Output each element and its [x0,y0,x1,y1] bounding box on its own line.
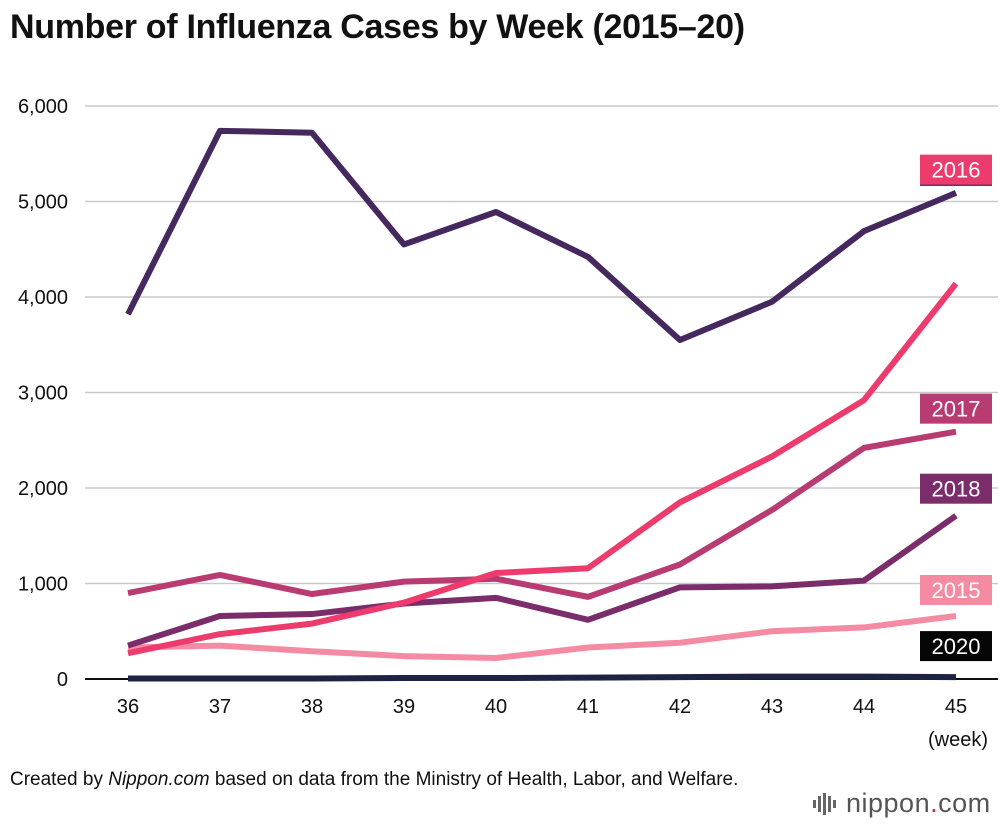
x-tick-label: 40 [485,696,507,718]
nippon-logo: nippon.com [812,788,991,819]
x-tick-label: 43 [761,696,783,718]
x-tick-label: 36 [117,696,139,718]
series-line-2017 [127,428,957,600]
svg-text:2020: 2020 [932,634,981,659]
y-tick-labels: 0 1,000 2,000 3,000 4,000 5,000 6,000 [18,96,68,691]
x-tick-label: 45 [945,696,967,718]
x-tick-label: 38 [301,696,323,718]
svg-text:2017: 2017 [932,397,981,422]
series-label-2018: 2018 [920,473,992,504]
svg-text:2015: 2015 [932,578,981,603]
chart-title: Number of Influenza Cases by Week (2015–… [10,8,745,46]
y-tick-label: 6,000 [18,96,68,118]
logo-wordmark: nippon.com [846,788,991,818]
series-label-2016: 2016 [920,154,992,185]
series-line-2015 [127,612,957,661]
y-tick-label: 1,000 [18,574,68,596]
y-tick-label: 4,000 [18,287,68,309]
x-tick-label: 41 [577,696,599,718]
x-tick-labels: 36 37 38 39 40 41 42 43 44 45 [117,696,967,718]
y-tick-label: 0 [57,669,68,691]
x-tick-label: 39 [393,696,415,718]
source-suffix: based on data from the Ministry of Healt… [209,769,739,790]
series-line-2018 [127,513,958,649]
source-prefix: Created by [10,769,109,790]
source-note: Created by Nippon.com based on data from… [10,766,738,794]
grid-lines [85,105,998,680]
series-label-2017: 2017 [920,393,992,424]
x-tick-label: 42 [669,696,691,718]
series-line-2020 [128,673,957,682]
svg-text:2018: 2018 [932,477,981,502]
x-unit-label: (week) [928,729,988,751]
y-tick-label: 3,000 [18,383,68,405]
source-site: Nippon.com [108,769,210,790]
series-line-2019 [125,127,958,343]
logo-mark-icon [813,792,836,815]
series-labels: 201920162017201820152020 [920,154,992,662]
line-chart: 0 1,000 2,000 3,000 4,000 5,000 6,000 36 37 38 39… [18,96,998,751]
series-label-2020: 2020 [920,631,992,662]
svg-text:2016: 2016 [932,158,981,183]
x-tick-label: 37 [209,696,231,718]
series-line-2016 [127,281,959,657]
series-label-2015: 2015 [920,574,992,605]
y-tick-label: 2,000 [18,478,68,500]
x-tick-label: 44 [853,696,875,718]
y-tick-label: 5,000 [18,192,68,214]
series-lines [125,127,959,682]
